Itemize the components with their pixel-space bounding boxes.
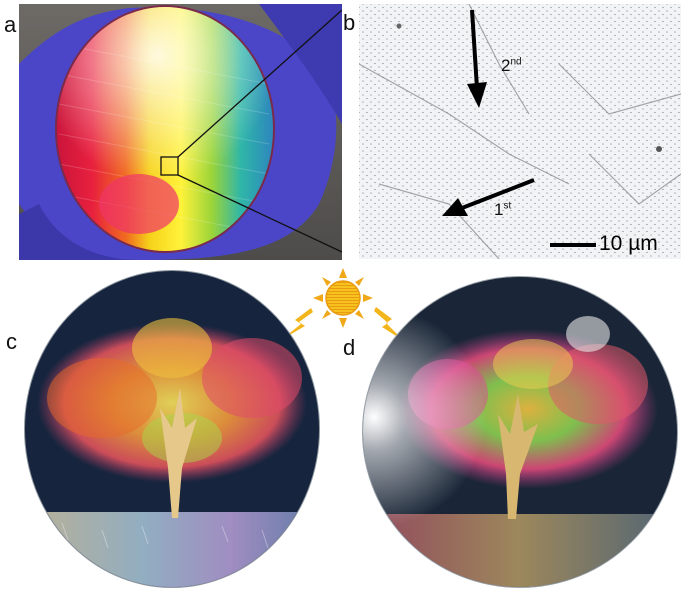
lightning-bolt-icon-right — [374, 307, 404, 341]
panel-label-c: c — [6, 329, 17, 354]
panel-d-tree-artwork — [362, 276, 678, 588]
arrow-first-label: 1st — [494, 200, 512, 219]
lightning-bolt-icon-left — [281, 308, 313, 340]
panel-label-d: d — [343, 335, 356, 360]
panel-b-micrograph — [359, 4, 681, 259]
sun-icon — [313, 268, 373, 328]
scale-bar — [550, 243, 596, 247]
arrow-first-direction — [442, 178, 535, 216]
arrow-second-direction — [467, 9, 487, 108]
panel-label-b: b — [343, 10, 356, 35]
panel-a-photo — [19, 4, 342, 260]
scale-bar-label: 10 µm — [599, 232, 658, 255]
panel-c-tree-artwork — [24, 270, 320, 588]
panel-label-a: a — [4, 12, 17, 37]
tree-trunk-c — [160, 388, 197, 518]
zoom-region-box — [160, 156, 179, 176]
arrow-second-label: 2nd — [501, 56, 522, 75]
